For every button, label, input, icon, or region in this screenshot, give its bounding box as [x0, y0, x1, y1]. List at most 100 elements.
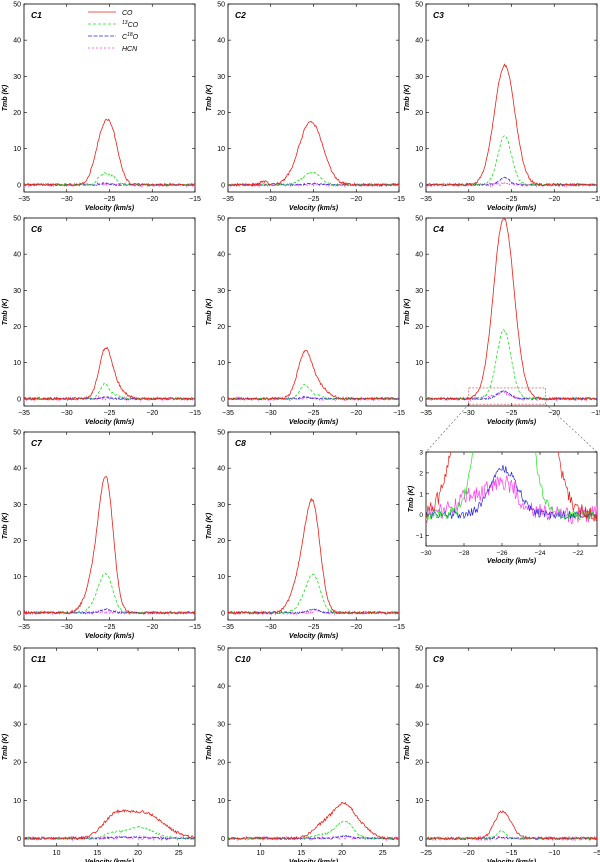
plot-frame	[23, 217, 196, 407]
y-tick-label: 30	[217, 722, 225, 729]
x-tick-label: −24	[534, 550, 545, 557]
x-axis-label: Velocity (km/s)	[85, 859, 135, 862]
series-co13	[426, 328, 597, 401]
spectra-lines	[24, 809, 195, 842]
x-tick-label: −35	[420, 196, 432, 203]
x-tick-label: −30	[420, 550, 431, 557]
y-axis-label: Tmb (K)	[404, 84, 411, 111]
panel-title: C1	[31, 10, 42, 20]
series-co	[228, 349, 399, 402]
x-axis-label: Velocity (km/s)	[289, 419, 339, 426]
y-tick-label: 50	[217, 646, 225, 653]
spectra-lines	[426, 810, 597, 842]
panel-c6: −35 −30 −25 −20 −15 0 10 20 30 40 50 Velocity (km/s…	[2, 216, 201, 427]
y-tick-label: 20	[13, 538, 21, 545]
x-tick-label: −15	[189, 410, 201, 417]
y-tick-label: 0	[419, 182, 423, 189]
x-tick-label: −35	[18, 624, 30, 631]
panel-c10: 10 15 20 25 0 10 20 30 40 50 Velocity (km/s) Tmb (K…	[206, 646, 400, 862]
x-tick-label: −35	[18, 196, 30, 203]
panel-c5: −35 −30 −25 −20 −15 0 10 20 30 40 50 Velocity (km/s…	[206, 216, 405, 427]
x-tick-label: 10	[257, 850, 265, 857]
y-tick-label: 50	[217, 2, 225, 9]
x-tick-label: −28	[458, 550, 469, 557]
y-tick-label: 1	[419, 491, 423, 498]
y-tick-label: 20	[217, 110, 225, 117]
x-tick-label: −25	[104, 624, 116, 631]
series-co	[228, 120, 399, 187]
y-tick-label: 0	[221, 610, 225, 617]
y-tick-label: 10	[217, 146, 225, 153]
y-tick-label: 50	[13, 430, 21, 437]
y-axis-label: Tmb (K)	[2, 298, 9, 325]
x-tick-label: 20	[338, 850, 346, 857]
series-co	[426, 63, 597, 188]
y-tick-label: 10	[415, 798, 423, 805]
y-tick-label: 20	[415, 760, 423, 767]
x-tick-label: −15	[189, 196, 201, 203]
y-tick-label: 20	[217, 324, 225, 331]
y-tick-label: 20	[13, 110, 21, 117]
series-hcn	[24, 834, 195, 842]
x-tick-label: −26	[496, 550, 507, 557]
panel-title: C9	[433, 654, 444, 664]
plot-frame	[23, 647, 196, 847]
panel-c7: −35 −30 −25 −20 −15 0 10 20 30 40 50 Velocity (km/s…	[2, 430, 201, 641]
x-tick-label: −20	[350, 196, 362, 203]
series-co	[426, 218, 597, 402]
panel-c3: −35 −30 −25 −20 −15 0 10 20 30 40 50 Velocity (km/s…	[404, 2, 600, 213]
y-tick-label: 0	[419, 836, 423, 843]
y-tick-label: −1	[416, 533, 424, 540]
y-axis-label: Tmb (K)	[206, 84, 213, 111]
y-tick-label: 30	[13, 288, 21, 295]
series-hcn	[426, 835, 597, 842]
series-co	[24, 346, 195, 402]
y-tick-label: 20	[217, 760, 225, 767]
series-hcn	[426, 181, 597, 188]
plot-frame	[23, 3, 196, 193]
x-tick-label: −15	[506, 850, 518, 857]
plot-frame	[227, 3, 400, 193]
x-tick-label: −30	[61, 196, 73, 203]
x-tick-label: −15	[189, 624, 201, 631]
y-tick-label: 30	[415, 722, 423, 729]
plot-frame	[425, 451, 598, 547]
series-co13	[426, 134, 597, 187]
y-tick-label: 0	[17, 396, 21, 403]
panel-title: C3	[433, 10, 444, 20]
series-co13	[228, 384, 399, 401]
x-tick-label: −20	[146, 624, 158, 631]
panel-title: C5	[235, 224, 246, 234]
x-tick-label: 20	[134, 850, 142, 857]
y-tick-label: 50	[217, 216, 225, 223]
y-tick-label: 30	[217, 288, 225, 295]
y-tick-label: 30	[217, 502, 225, 509]
series-co13	[24, 572, 195, 615]
x-axis-label: Velocity (km/s)	[289, 205, 339, 212]
x-tick-label: −25	[506, 410, 518, 417]
y-tick-label: 0	[419, 512, 423, 519]
series-co13	[228, 820, 399, 841]
y-tick-label: 0	[17, 836, 21, 843]
x-tick-label: −30	[265, 410, 277, 417]
x-tick-label: 10	[53, 850, 61, 857]
x-axis-label: Velocity (km/s)	[487, 419, 537, 426]
x-tick-label: −20	[146, 196, 158, 203]
series-hcn	[24, 609, 195, 616]
x-tick-label: −30	[265, 624, 277, 631]
x-tick-label: −25	[420, 850, 432, 857]
y-tick-label: 10	[13, 146, 21, 153]
spectra-lines	[228, 349, 399, 402]
y-tick-label: 30	[13, 502, 21, 509]
x-tick-label: −25	[308, 624, 320, 631]
x-tick-label: −25	[104, 410, 116, 417]
legend-label-hcn: HCN	[122, 46, 138, 53]
y-tick-label: 0	[17, 610, 21, 617]
panel-title: C6	[31, 224, 42, 234]
series-co	[24, 476, 195, 615]
y-tick-label: 20	[13, 760, 21, 767]
y-tick-label: 40	[13, 684, 21, 691]
x-tick-label: −25	[104, 196, 116, 203]
series-c18o	[426, 836, 597, 840]
